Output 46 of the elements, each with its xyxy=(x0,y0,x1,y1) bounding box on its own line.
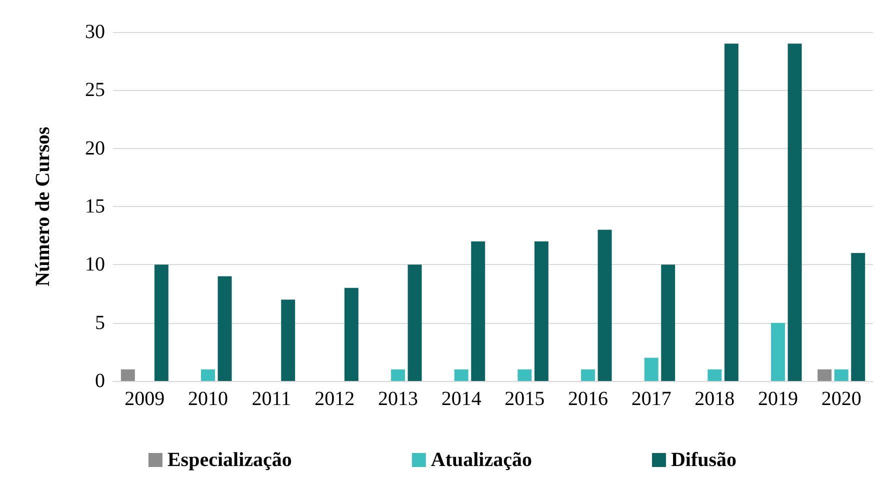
y-tick-label: 15 xyxy=(85,196,105,218)
x-tick-label: 2014 xyxy=(441,388,482,410)
x-tick-label: 2018 xyxy=(694,388,735,410)
x-tick-label: 2010 xyxy=(188,388,228,410)
bar xyxy=(154,264,168,381)
bar xyxy=(851,253,866,381)
y-tick-label: 10 xyxy=(85,254,105,276)
bar xyxy=(834,369,848,381)
bar xyxy=(534,241,548,381)
y-axis-title: Número de Cursos xyxy=(32,126,54,286)
y-tick-label: 20 xyxy=(85,137,105,160)
x-tick-label: 2011 xyxy=(252,388,291,410)
bar xyxy=(661,264,676,381)
x-tick-label: 2013 xyxy=(378,388,418,410)
x-tick-label: 2016 xyxy=(568,388,608,410)
bar xyxy=(788,44,802,381)
bar xyxy=(724,44,738,381)
bar xyxy=(518,369,532,381)
x-tick-label: 2017 xyxy=(631,388,672,410)
bar xyxy=(471,241,486,381)
bar xyxy=(391,369,405,381)
x-tick-label: 2015 xyxy=(504,388,545,410)
x-tick-label: 2012 xyxy=(314,388,355,410)
y-tick-label: 0 xyxy=(95,370,105,392)
y-tick-label: 30 xyxy=(85,21,105,43)
bar xyxy=(771,322,785,381)
bar xyxy=(818,369,832,381)
x-tick-label: 2009 xyxy=(124,388,165,410)
y-tick-label: 5 xyxy=(95,312,105,334)
legend-label: Difusão xyxy=(670,449,737,471)
bar xyxy=(598,230,612,381)
bar xyxy=(408,264,422,381)
legend-label: Atualização xyxy=(430,449,532,471)
x-tick-label: 2019 xyxy=(758,388,798,410)
bar xyxy=(120,369,135,381)
legend-label: Especialização xyxy=(167,449,292,471)
bar xyxy=(218,276,232,381)
bar xyxy=(281,300,296,381)
y-tick-label: 25 xyxy=(85,79,105,102)
bar xyxy=(581,369,595,381)
bar xyxy=(201,369,215,381)
bar xyxy=(344,288,358,381)
bar xyxy=(644,358,658,381)
bar xyxy=(454,369,468,381)
x-tick-label: 2020 xyxy=(821,388,862,410)
bar xyxy=(708,369,722,381)
